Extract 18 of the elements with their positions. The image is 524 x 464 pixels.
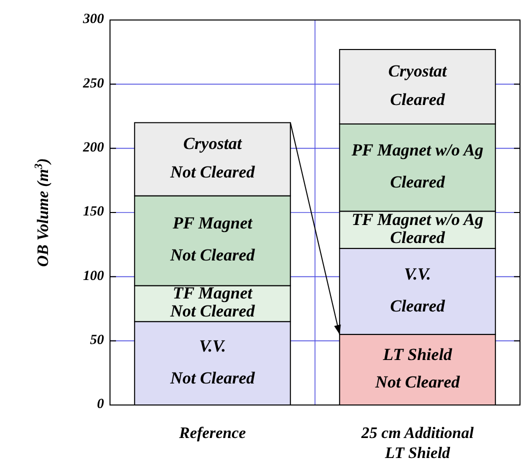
y-tick-label: 100 [83, 268, 104, 284]
y-tick-label: 250 [82, 76, 104, 92]
x-tick-label: 25 cm Additional LT Shield [360, 425, 474, 462]
y-tick-label: 200 [82, 140, 104, 156]
y-tick-label: 150 [83, 204, 104, 220]
x-tick-label: Reference [178, 425, 246, 442]
data-label: V.V. Cleared [390, 264, 446, 316]
data-label: Cryostat Cleared [388, 61, 448, 109]
data-label: PF Magnet w/o Ag Cleared [350, 140, 484, 192]
data-label: PF Magnet Not Cleared [169, 214, 256, 265]
y-tick-label: 300 [82, 12, 104, 28]
data-label: Cryostat Not Cleared [169, 134, 256, 182]
data-label: V.V. Not Cleared [169, 336, 256, 388]
data-label: LT Shield Not Cleared [374, 345, 460, 392]
y-tick-label: 0 [97, 397, 104, 412]
y-tick-label: 50 [90, 333, 104, 348]
data-label: TF Magnet Not Cleared [169, 284, 256, 321]
data-label: TF Magnet w/o Ag Cleared [352, 210, 484, 247]
